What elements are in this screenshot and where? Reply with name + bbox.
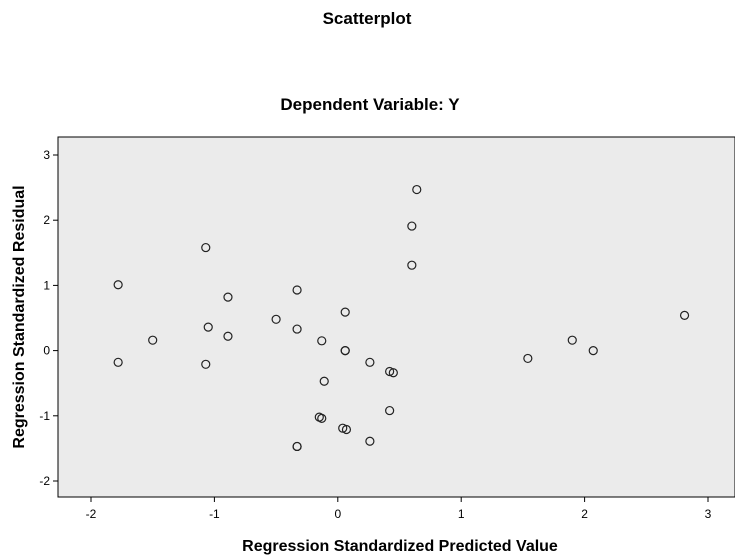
y-tick-label: -2	[39, 474, 50, 488]
y-axis: -2 -1 0 1 2 3	[39, 148, 58, 488]
y-tick-label: -1	[39, 409, 50, 423]
scatter-point	[201, 359, 211, 369]
x-tick-label: -1	[209, 507, 220, 521]
scatter-point	[407, 260, 417, 270]
scatter-point	[201, 242, 211, 253]
scatter-point	[148, 335, 158, 345]
x-tick-label: -2	[86, 507, 97, 521]
y-tick-label: 2	[43, 213, 50, 227]
chart-subtitle: Dependent Variable: Y	[280, 95, 460, 114]
x-tick-label: 0	[334, 507, 341, 521]
scatter-point	[319, 376, 329, 386]
plot-area	[57, 136, 735, 498]
scatter-point	[113, 280, 123, 290]
data-points	[113, 184, 690, 452]
y-tick-label: 3	[43, 148, 50, 162]
scatter-point	[388, 368, 398, 378]
scatter-point	[203, 322, 213, 332]
x-tick-label: 3	[705, 507, 712, 521]
x-tick-label: 1	[458, 507, 465, 521]
scatter-point	[365, 436, 375, 446]
scatter-point	[292, 324, 302, 334]
scatter-point	[292, 285, 302, 295]
y-tick-label: 0	[43, 344, 50, 358]
scatter-point	[385, 405, 395, 416]
scatter-point	[223, 331, 233, 341]
scatter-point	[113, 357, 123, 367]
x-axis-label: Regression Standardized Predicted Value	[242, 538, 558, 555]
scatter-point	[523, 353, 533, 364]
scatter-point	[341, 424, 352, 435]
scatter-point	[223, 292, 233, 302]
scatter-point	[340, 346, 350, 356]
scatter-point	[292, 441, 302, 452]
y-tick-label: 1	[43, 278, 50, 292]
scatter-point	[317, 336, 327, 346]
scatter-point	[679, 310, 690, 320]
y-axis-label: Regression Standardized Residual	[11, 185, 28, 448]
scatter-point	[567, 335, 577, 345]
scatter-point	[317, 413, 327, 424]
scatter-point	[407, 221, 417, 231]
scatter-point	[588, 346, 598, 356]
x-tick-label: 2	[581, 507, 588, 521]
scatter-point	[365, 357, 375, 367]
x-axis: -2 -1 0 1 2 3	[86, 497, 712, 521]
scatter-point	[271, 314, 281, 324]
chart-title: Scatterplot	[323, 9, 412, 28]
scatter-point	[412, 184, 422, 195]
scatter-point	[340, 307, 350, 317]
